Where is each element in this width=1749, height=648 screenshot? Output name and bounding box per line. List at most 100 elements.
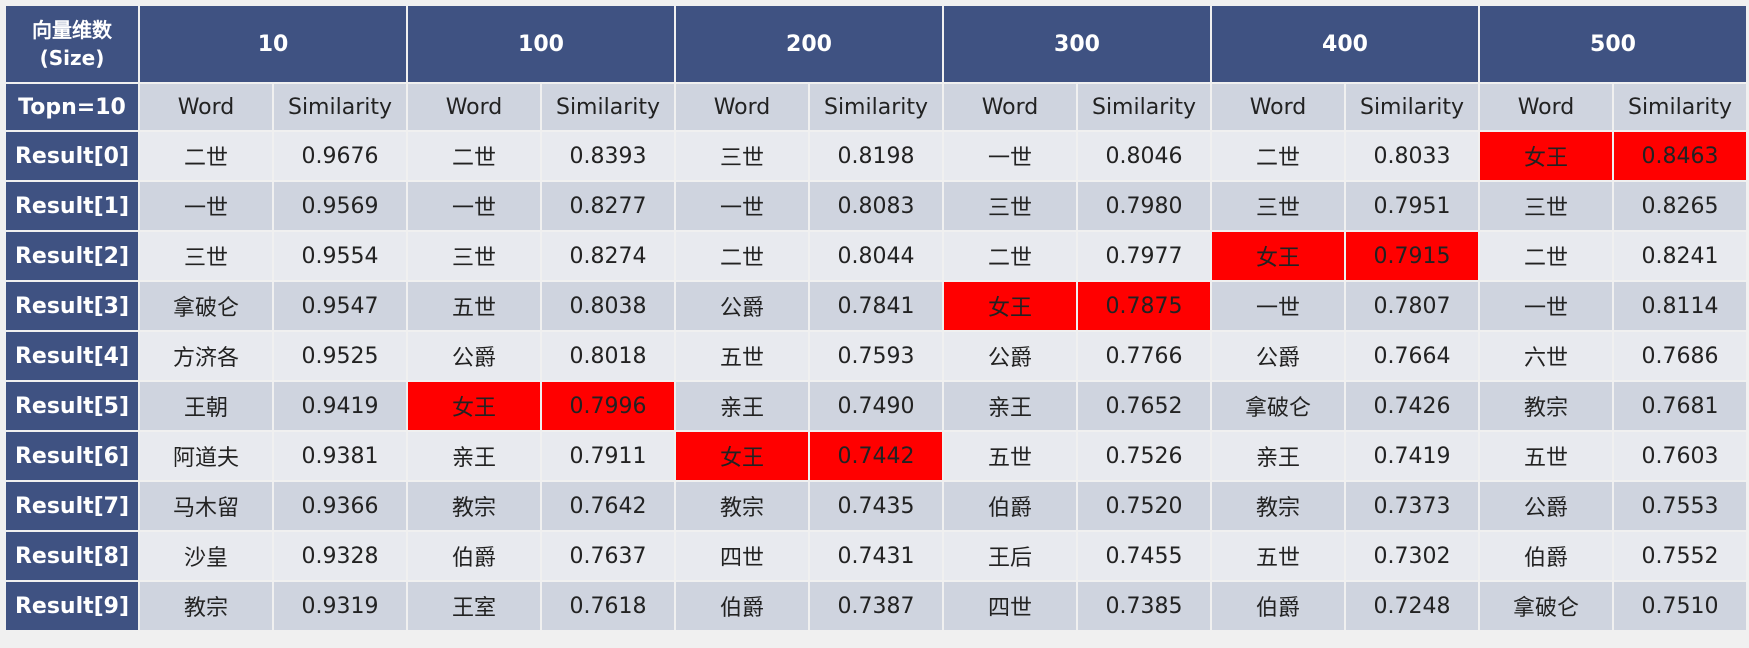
word-cell: 女王 bbox=[944, 282, 1076, 330]
size-header-400: 400 bbox=[1212, 6, 1478, 82]
similarity-cell: 0.7841 bbox=[810, 282, 942, 330]
similarity-cell: 0.7455 bbox=[1078, 532, 1210, 580]
word-cell: 女王 bbox=[676, 432, 808, 480]
similarity-cell: 0.7302 bbox=[1346, 532, 1478, 580]
similarity-cell: 0.7442 bbox=[810, 432, 942, 480]
similarity-cell: 0.7490 bbox=[810, 382, 942, 430]
size-header-300: 300 bbox=[944, 6, 1210, 82]
word-cell: 四世 bbox=[676, 532, 808, 580]
word-cell: 一世 bbox=[676, 182, 808, 230]
similarity-cell: 0.8083 bbox=[810, 182, 942, 230]
results-table-container: 向量维数 (Size) 10 100 200 300 400 500 Topn=… bbox=[4, 4, 1748, 632]
word-cell: 拿破仑 bbox=[1480, 582, 1612, 630]
word-cell: 五世 bbox=[676, 332, 808, 380]
similarity-cell: 0.9569 bbox=[274, 182, 406, 230]
similarity-cell: 0.7373 bbox=[1346, 482, 1478, 530]
similarity-cell: 0.9547 bbox=[274, 282, 406, 330]
word-cell: 二世 bbox=[676, 232, 808, 280]
word-cell: 王室 bbox=[408, 582, 540, 630]
word-cell: 一世 bbox=[408, 182, 540, 230]
table-row: Result[6] 阿道夫 0.9381 亲王 0.7911 女王 0.7442 五世 0.75… bbox=[6, 432, 1746, 480]
similarity-cell: 0.7766 bbox=[1078, 332, 1210, 380]
similarity-cell: 0.7980 bbox=[1078, 182, 1210, 230]
similarity-cell: 0.7996 bbox=[542, 382, 674, 430]
similarity-cell: 0.7681 bbox=[1614, 382, 1746, 430]
word-cell: 二世 bbox=[944, 232, 1076, 280]
word-cell: 王后 bbox=[944, 532, 1076, 580]
table-row: Result[2] 三世 0.9554 三世 0.8274 二世 0.8044 二世 0.797… bbox=[6, 232, 1746, 280]
table-row: Result[0] 二世 0.9676 二世 0.8393 三世 0.8198 一世 0.804… bbox=[6, 132, 1746, 180]
similarity-cell: 0.8277 bbox=[542, 182, 674, 230]
similarity-cell: 0.7526 bbox=[1078, 432, 1210, 480]
similarity-cell: 0.7419 bbox=[1346, 432, 1478, 480]
word-cell: 王朝 bbox=[140, 382, 272, 430]
similarity-cell: 0.9319 bbox=[274, 582, 406, 630]
corner-label-line2: (Size) bbox=[39, 46, 105, 70]
similarity-cell: 0.9381 bbox=[274, 432, 406, 480]
word-header: Word bbox=[1480, 84, 1612, 130]
word-cell: 亲王 bbox=[944, 382, 1076, 430]
table-row: Result[1] 一世 0.9569 一世 0.8277 一世 0.8083 三世 0.798… bbox=[6, 182, 1746, 230]
similarity-header: Similarity bbox=[1346, 84, 1478, 130]
word-cell: 一世 bbox=[1212, 282, 1344, 330]
word-cell: 亲王 bbox=[676, 382, 808, 430]
similarity-cell: 0.8274 bbox=[542, 232, 674, 280]
word-cell: 公爵 bbox=[408, 332, 540, 380]
word-cell: 教宗 bbox=[676, 482, 808, 530]
word-cell: 公爵 bbox=[1480, 482, 1612, 530]
similarity-table: 向量维数 (Size) 10 100 200 300 400 500 Topn=… bbox=[4, 4, 1748, 632]
word-cell: 教宗 bbox=[1212, 482, 1344, 530]
word-cell: 伯爵 bbox=[944, 482, 1076, 530]
similarity-cell: 0.9525 bbox=[274, 332, 406, 380]
result-label: Result[4] bbox=[6, 332, 138, 380]
word-cell: 三世 bbox=[1212, 182, 1344, 230]
word-cell: 三世 bbox=[676, 132, 808, 180]
similarity-cell: 0.7652 bbox=[1078, 382, 1210, 430]
table-row: Result[3] 拿破仑 0.9547 五世 0.8038 公爵 0.7841 女王 0.78… bbox=[6, 282, 1746, 330]
similarity-cell: 0.7387 bbox=[810, 582, 942, 630]
similarity-cell: 0.8198 bbox=[810, 132, 942, 180]
similarity-cell: 0.7951 bbox=[1346, 182, 1478, 230]
similarity-cell: 0.7603 bbox=[1614, 432, 1746, 480]
word-cell: 教宗 bbox=[140, 582, 272, 630]
word-cell: 拿破仑 bbox=[1212, 382, 1344, 430]
word-cell: 五世 bbox=[1212, 532, 1344, 580]
word-cell: 女王 bbox=[408, 382, 540, 430]
word-cell: 公爵 bbox=[676, 282, 808, 330]
word-cell: 三世 bbox=[944, 182, 1076, 230]
similarity-cell: 0.7618 bbox=[542, 582, 674, 630]
similarity-header: Similarity bbox=[810, 84, 942, 130]
word-cell: 二世 bbox=[1212, 132, 1344, 180]
table-row: Result[8] 沙皇 0.9328 伯爵 0.7637 四世 0.7431 王后 0.745… bbox=[6, 532, 1746, 580]
similarity-cell: 0.7426 bbox=[1346, 382, 1478, 430]
word-cell: 伯爵 bbox=[676, 582, 808, 630]
word-cell: 六世 bbox=[1480, 332, 1612, 380]
similarity-header: Similarity bbox=[1078, 84, 1210, 130]
similarity-header: Similarity bbox=[542, 84, 674, 130]
similarity-cell: 0.7553 bbox=[1614, 482, 1746, 530]
similarity-cell: 0.8018 bbox=[542, 332, 674, 380]
word-header: Word bbox=[408, 84, 540, 130]
size-header-10: 10 bbox=[140, 6, 406, 82]
similarity-header: Similarity bbox=[274, 84, 406, 130]
corner-label: 向量维数 (Size) bbox=[6, 6, 138, 82]
similarity-cell: 0.8463 bbox=[1614, 132, 1746, 180]
word-cell: 三世 bbox=[408, 232, 540, 280]
similarity-cell: 0.7664 bbox=[1346, 332, 1478, 380]
similarity-cell: 0.7593 bbox=[810, 332, 942, 380]
word-cell: 沙皇 bbox=[140, 532, 272, 580]
word-cell: 五世 bbox=[944, 432, 1076, 480]
similarity-cell: 0.7686 bbox=[1614, 332, 1746, 380]
similarity-cell: 0.8114 bbox=[1614, 282, 1746, 330]
similarity-cell: 0.7637 bbox=[542, 532, 674, 580]
word-cell: 一世 bbox=[1480, 282, 1612, 330]
word-cell: 四世 bbox=[944, 582, 1076, 630]
word-header: Word bbox=[140, 84, 272, 130]
similarity-cell: 0.7875 bbox=[1078, 282, 1210, 330]
similarity-cell: 0.8241 bbox=[1614, 232, 1746, 280]
column-header-row: Topn=10 Word Similarity Word Similarity … bbox=[6, 84, 1746, 130]
table-row: Result[9] 教宗 0.9319 王室 0.7618 伯爵 0.7387 四世 0.738… bbox=[6, 582, 1746, 630]
word-cell: 教宗 bbox=[408, 482, 540, 530]
similarity-cell: 0.7520 bbox=[1078, 482, 1210, 530]
topn-label: Topn=10 bbox=[6, 84, 138, 130]
